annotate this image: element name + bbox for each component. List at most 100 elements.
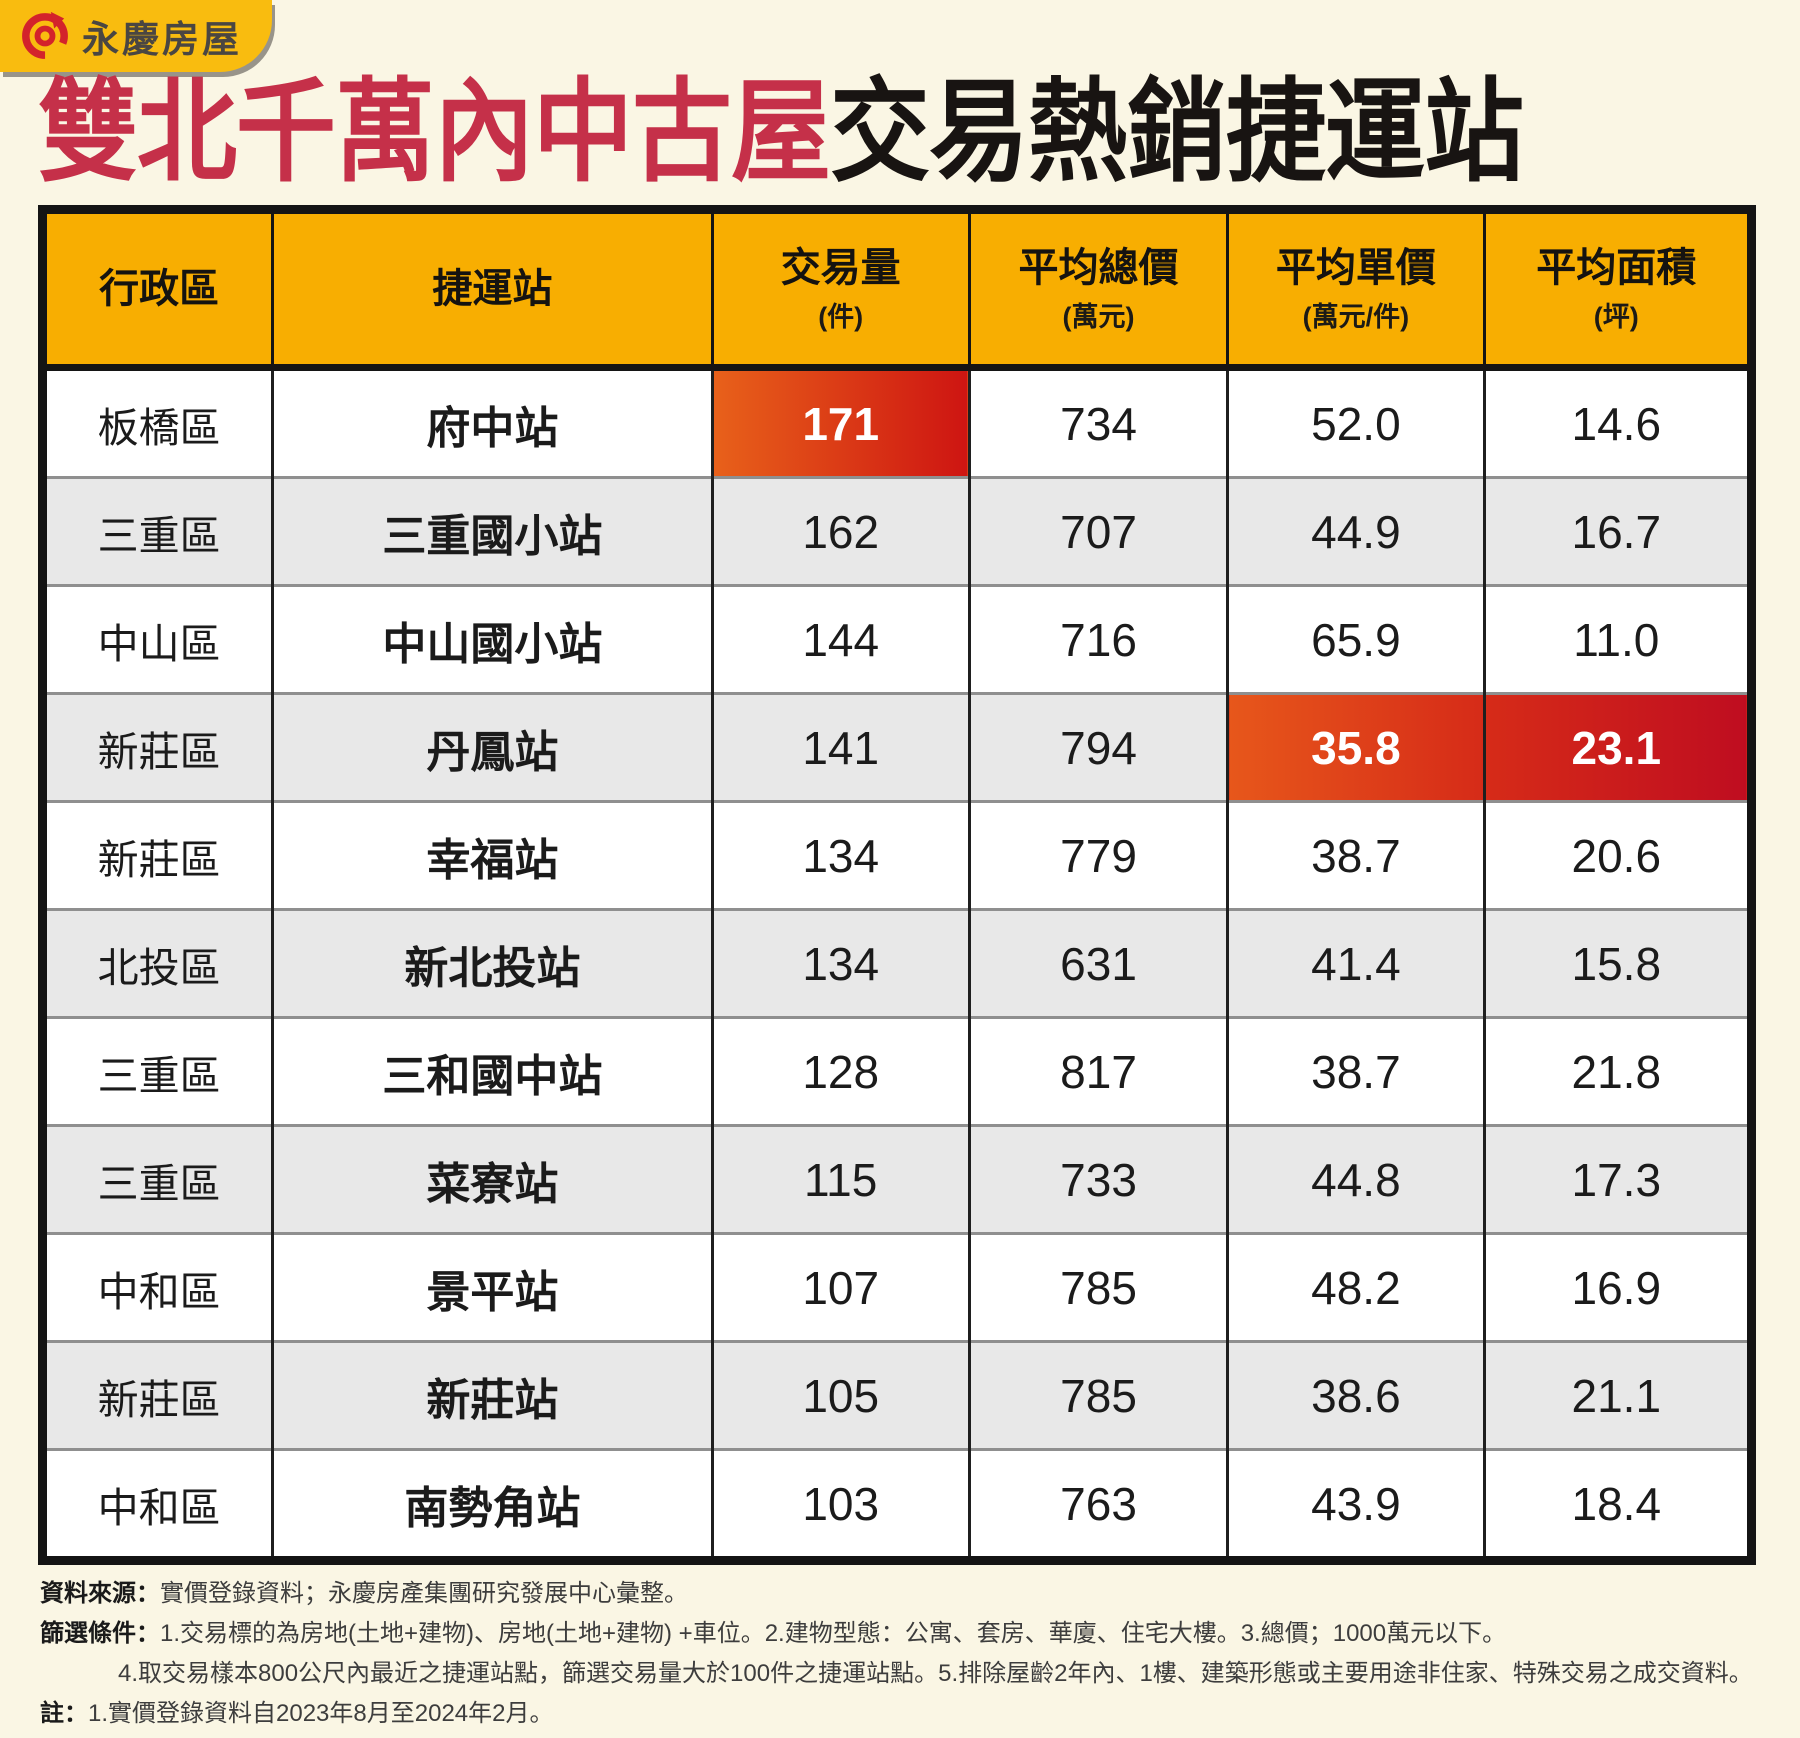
- cell-district: 新莊區: [42, 1340, 273, 1450]
- cell-district: 中山區: [42, 584, 273, 694]
- cell-volume: 171: [710, 367, 970, 478]
- table-row: 新莊區 新莊站 105 785 38.6 21.1: [42, 1340, 1752, 1450]
- title-highlight: 雙北千萬內中古屋: [38, 69, 831, 195]
- table-row: 三重區 三和國中站 128 817 38.7 21.8: [42, 1016, 1752, 1126]
- cell-avg_area: 16.9: [1482, 1232, 1752, 1342]
- cell-avg_area: 11.0: [1482, 584, 1752, 694]
- cell-avg_total: 734: [967, 367, 1228, 478]
- cell-avg_total: 785: [967, 1340, 1228, 1450]
- footnotes: 資料來源：實價登錄資料；永慶房產集團研究發展中心彙整。 篩選條件：1.交易標的為…: [40, 1578, 1770, 1738]
- source-note: 資料來源：實價登錄資料；永慶房產集團研究發展中心彙整。: [40, 1578, 1770, 1610]
- cell-station: 幸福站: [271, 800, 713, 910]
- cell-district: 三重區: [42, 1016, 273, 1126]
- cell-avg_area: 15.8: [1482, 908, 1752, 1018]
- title-rest: 交易熱銷捷運站: [830, 69, 1524, 195]
- cell-avg_total: 779: [967, 800, 1228, 910]
- cell-avg_total: 763: [967, 1448, 1228, 1561]
- table-row: 板橋區 府中站 171 734 52.0 14.6: [43, 367, 1752, 478]
- source-label: 資料來源：: [40, 1580, 160, 1607]
- cell-station: 三和國中站: [271, 1016, 713, 1126]
- cell-district: 三重區: [42, 1124, 273, 1234]
- column-header-avg_area: 平均面積 (坪): [1482, 209, 1752, 371]
- column-header-volume: 交易量 (件): [710, 209, 970, 371]
- remark-text: 1.實價登錄資料自2023年8月至2024年2月。: [88, 1700, 554, 1727]
- cell-avg_unit: 35.8: [1226, 692, 1485, 802]
- cell-avg_unit: 44.9: [1226, 476, 1485, 586]
- filter-label: 篩選條件：: [40, 1620, 160, 1647]
- cell-volume: 115: [710, 1124, 970, 1234]
- cell-volume: 128: [710, 1016, 970, 1126]
- cell-avg_unit: 38.7: [1226, 1016, 1485, 1126]
- remark-note: 註：1.實價登錄資料自2023年8月至2024年2月。: [40, 1698, 1770, 1730]
- cell-volume: 141: [710, 692, 970, 802]
- table-row: 中山區 中山國小站 144 716 65.9 11.0: [42, 584, 1752, 694]
- cell-avg_area: 21.1: [1482, 1340, 1752, 1450]
- column-header-avg_unit: 平均單價 (萬元/件): [1226, 209, 1485, 371]
- cell-district: 中和區: [42, 1448, 273, 1561]
- cell-district: 新莊區: [42, 692, 273, 802]
- filter-note-continued: 4.取交易樣本800公尺內最近之捷運站點，篩選交易量大於100件之捷運站點。5.…: [40, 1658, 1770, 1690]
- column-header-station: 捷運站: [271, 209, 713, 371]
- cell-avg_area: 16.7: [1482, 476, 1752, 586]
- cell-district: 板橋區: [97, 404, 221, 451]
- cell-avg_area: 23.1: [1482, 692, 1752, 802]
- cell-avg_area: 18.4: [1482, 1448, 1752, 1561]
- yungching-logo-icon: [22, 11, 68, 59]
- cell-district: 新莊區: [42, 800, 273, 910]
- cell-avg_unit: 38.7: [1226, 800, 1485, 910]
- table-row: 三重區 菜寮站 115 733 44.8 17.3: [42, 1124, 1752, 1234]
- cell-volume: 103: [710, 1448, 970, 1561]
- cell-station: 三重國小站: [271, 476, 713, 586]
- cell-avg_unit: 65.9: [1226, 584, 1485, 694]
- cell-station: 菜寮站: [271, 1124, 713, 1234]
- table-row: 北投區 新北投站 134 631 41.4 15.8: [42, 908, 1752, 1018]
- cell-avg_area: 21.8: [1482, 1016, 1752, 1126]
- filter-note: 篩選條件：1.交易標的為房地(土地+建物)、房地(土地+建物) +車位。2.建物…: [40, 1618, 1770, 1650]
- cell-volume: 107: [710, 1232, 970, 1342]
- cell-avg_total: 733: [967, 1124, 1228, 1234]
- cell-avg_total: 785: [967, 1232, 1228, 1342]
- cell-avg_unit: 52.0: [1226, 367, 1485, 478]
- cell-avg_unit: 48.2: [1226, 1232, 1485, 1342]
- page-title: 雙北千萬內中古屋交易熱銷捷運站: [38, 73, 1524, 192]
- table-header-row: 行政區 捷運站 交易量 (件) 平均總價 (萬元) 平均單價 (萬元/件) 平均面積 (坪): [42, 209, 1752, 371]
- cell-avg_total: 817: [967, 1016, 1228, 1126]
- brand-text: 永慶房屋: [82, 19, 242, 60]
- cell-avg_unit: 38.6: [1226, 1340, 1485, 1450]
- cell-station: 丹鳳站: [271, 692, 713, 802]
- source-text: 實價登錄資料；永慶房產集團研究發展中心彙整。: [160, 1580, 688, 1607]
- cell-volume: 105: [710, 1340, 970, 1450]
- cell-avg_unit: 43.9: [1226, 1448, 1485, 1561]
- remark-label: 註：: [40, 1700, 88, 1727]
- stations-table: 行政區 捷運站 交易量 (件) 平均總價 (萬元) 平均單價 (萬元/件) 平均面積 (坪) 板橋…: [38, 205, 1756, 1565]
- cell-station: 新北投站: [271, 908, 713, 1018]
- cell-district: 中和區: [42, 1232, 273, 1342]
- cell-avg_total: 631: [967, 908, 1228, 1018]
- table-row: 新莊區 幸福站 134 779 38.7 20.6: [42, 800, 1752, 910]
- cell-station: 府中站: [271, 367, 713, 478]
- table-row: 新莊區 丹鳳站 141 794 35.8 23.1: [42, 692, 1752, 802]
- cell-volume: 134: [710, 800, 970, 910]
- cell-district: 北投區: [42, 908, 273, 1018]
- cell-avg_unit: 41.4: [1226, 908, 1485, 1018]
- cell-avg_unit: 44.8: [1226, 1124, 1485, 1234]
- column-header-district: 行政區: [42, 209, 273, 371]
- cell-avg_area: 20.6: [1482, 800, 1752, 910]
- filter-text: 1.交易標的為房地(土地+建物)、房地(土地+建物) +車位。2.建物型態：公寓…: [160, 1620, 1507, 1647]
- cell-station: 景平站: [271, 1232, 713, 1342]
- cell-volume: 162: [710, 476, 970, 586]
- table-body: 板橋區 府中站 171 734 52.0 14.6 三重區 三重國小站 162 707 44.9 16…: [42, 367, 1752, 1561]
- cell-station: 新莊站: [271, 1340, 713, 1450]
- cell-volume: 134: [710, 908, 970, 1018]
- cell-avg_total: 794: [967, 692, 1228, 802]
- table-row: 中和區 景平站 107 785 48.2 16.9: [42, 1232, 1752, 1342]
- cell-avg_area: 17.3: [1482, 1124, 1752, 1234]
- cell-station: 南勢角站: [271, 1448, 713, 1561]
- table-row: 中和區 南勢角站 103 763 43.9 18.4: [42, 1448, 1752, 1561]
- filter-text-2: 4.取交易樣本800公尺內最近之捷運站點，篩選交易量大於100件之捷運站點。5.…: [118, 1660, 1753, 1687]
- cell-station: 中山國小站: [271, 584, 713, 694]
- cell-avg_area: 14.6: [1482, 367, 1752, 478]
- cell-district: 三重區: [42, 476, 273, 586]
- cell-volume: 144: [710, 584, 970, 694]
